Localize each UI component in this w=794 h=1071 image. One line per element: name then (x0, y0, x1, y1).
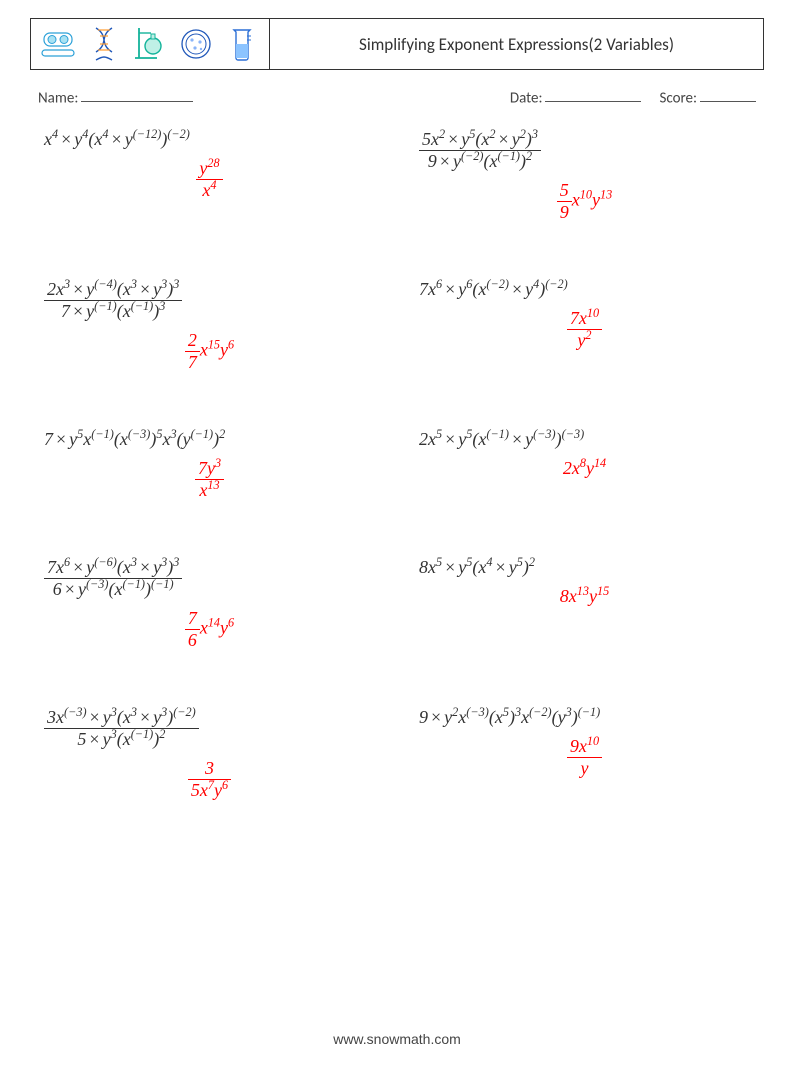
worksheet-title: Simplifying Exponent Expressions(2 Varia… (270, 19, 763, 69)
stand-flask-icon (133, 24, 167, 64)
footer-url: www.snowmath.com (0, 1031, 794, 1047)
name-blank[interactable] (81, 88, 193, 102)
problem-6: 2x5×y5(x(−1)×y(−3))(−3) 2x8y14 (419, 429, 750, 501)
score-label: Score: (659, 88, 756, 107)
problem-answer: 8x13y15 (419, 586, 750, 607)
beaker-icon (225, 24, 259, 64)
problem-1: x4×y4(x4×y(−12))(−2) y28x4 (44, 129, 375, 223)
name-label: Name: (38, 88, 193, 107)
problem-9: 3x(−3)×y3(x3×y3)(−2)5×y3(x(−1))2 35x7y6 (44, 707, 375, 801)
problem-4: 7x6×y6(x(−2)×y4)(−2) 7x10y2 (419, 279, 750, 373)
problem-answer: 76x14y6 (44, 608, 375, 651)
problem-expression: 3x(−3)×y3(x3×y3)(−2)5×y3(x(−1))2 (44, 707, 375, 750)
score-blank[interactable] (700, 88, 756, 102)
problem-8: 8x5×y5(x4×y5)2 8x13y15 (419, 557, 750, 651)
goggles-icon (41, 24, 75, 64)
problem-7: 7x6×y(−6)(x3×y3)36×y(−3)(x(−1))(−1) 76x14… (44, 557, 375, 651)
meta-row: Name: Date: Score: (38, 88, 756, 107)
problem-answer: 7x10y2 (419, 308, 750, 351)
problem-answer: 2x8y14 (419, 458, 750, 479)
problem-expression: 5x2×y5(x2×y2)39×y(−2)(x(−1))2 (419, 129, 750, 172)
dna-icon (87, 24, 121, 64)
problem-answer: 9x10y (419, 736, 750, 779)
problem-3: 2x3×y(−4)(x3×y3)37×y(−1)(x(−1))3 27x15y6 (44, 279, 375, 373)
problem-expression: 8x5×y5(x4×y5)2 (419, 557, 750, 578)
problem-answer: 27x15y6 (44, 330, 375, 373)
header: Simplifying Exponent Expressions(2 Varia… (30, 18, 764, 70)
problem-expression: 9×y2x(−3)(x5)3x(−2)(y3)(−1) (419, 707, 750, 728)
problem-answer: 7y3x13 (44, 458, 375, 501)
problem-expression: 7x6×y6(x(−2)×y4)(−2) (419, 279, 750, 300)
problem-expression: x4×y4(x4×y(−12))(−2) (44, 129, 375, 150)
problem-expression: 7×y5x(−1)(x(−3))5x3(y(−1))2 (44, 429, 375, 450)
problem-expression: 2x3×y(−4)(x3×y3)37×y(−1)(x(−1))3 (44, 279, 375, 322)
date-blank[interactable] (545, 88, 641, 102)
problem-answer: 59x10y13 (419, 180, 750, 223)
problem-expression: 7x6×y(−6)(x3×y3)36×y(−3)(x(−1))(−1) (44, 557, 375, 600)
petri-dish-icon (179, 24, 213, 64)
subject-icons (31, 19, 270, 69)
problem-10: 9×y2x(−3)(x5)3x(−2)(y3)(−1) 9x10y (419, 707, 750, 801)
problem-answer: y28x4 (44, 158, 375, 201)
problem-2: 5x2×y5(x2×y2)39×y(−2)(x(−1))2 59x10y13 (419, 129, 750, 223)
problem-5: 7×y5x(−1)(x(−3))5x3(y(−1))2 7y3x13 (44, 429, 375, 501)
problem-expression: 2x5×y5(x(−1)×y(−3))(−3) (419, 429, 750, 450)
problem-grid: x4×y4(x4×y(−12))(−2) y28x4 5x2×y5(x2×y2)39… (44, 129, 750, 801)
date-label: Date: (510, 88, 642, 107)
problem-answer: 35x7y6 (44, 758, 375, 801)
